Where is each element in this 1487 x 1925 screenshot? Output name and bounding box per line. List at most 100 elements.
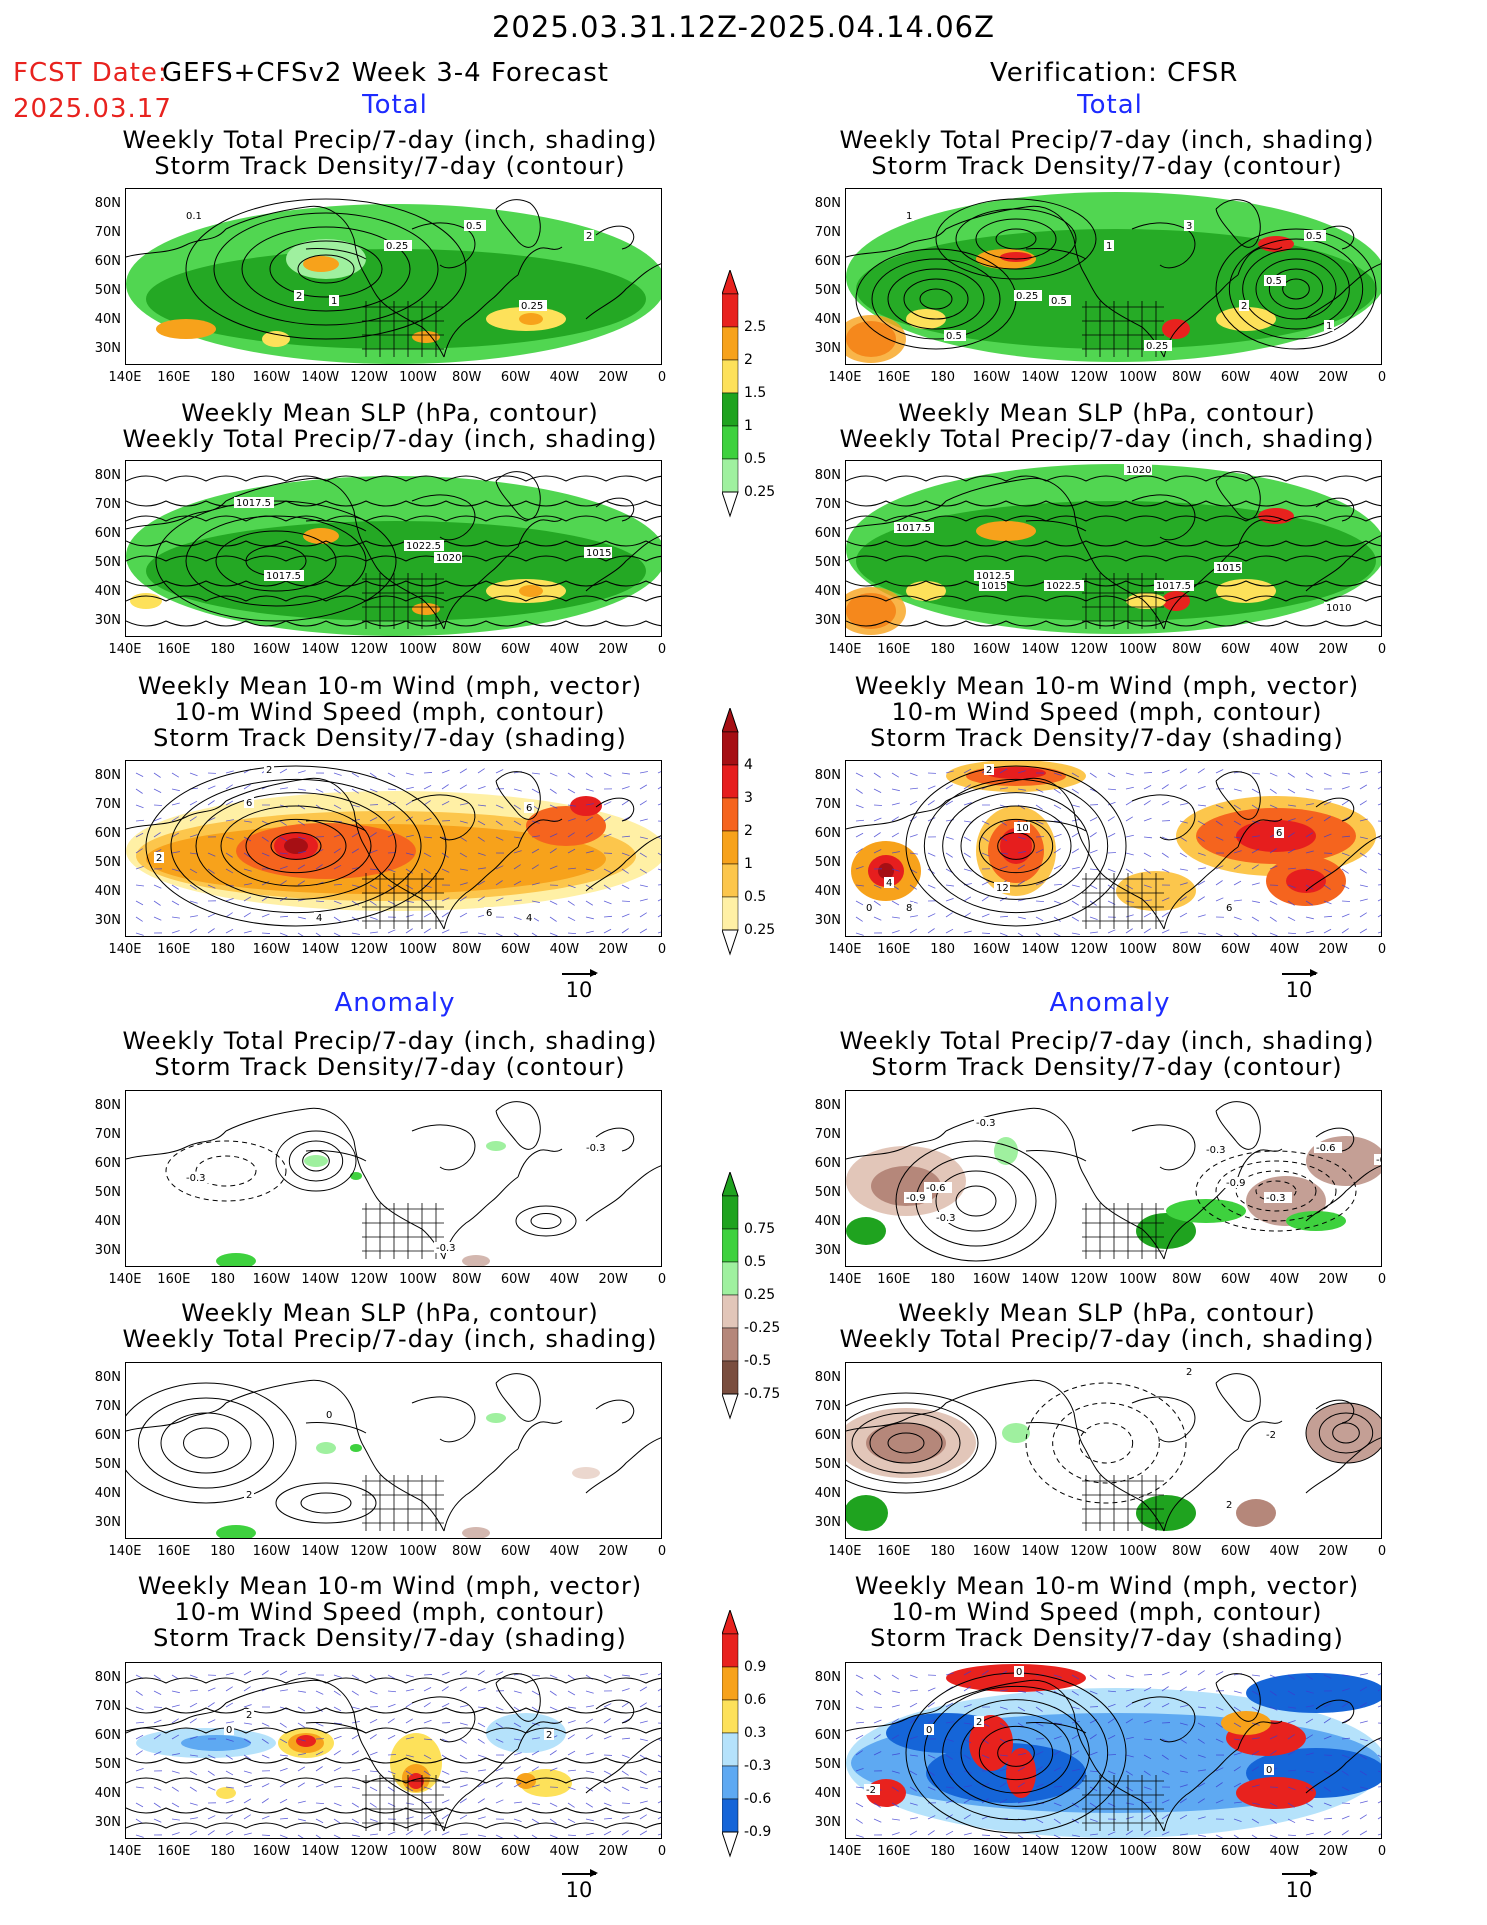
- fcst-date-value: 2025.03.17: [13, 94, 172, 124]
- lon-label: 120W: [1070, 370, 1108, 385]
- contour-label: 1015: [981, 581, 1006, 592]
- lon-label: 100W: [399, 370, 437, 385]
- lat-label: 40N: [94, 1786, 121, 1801]
- lon-label: 60W: [500, 642, 531, 657]
- lon-label: 0: [1377, 370, 1387, 385]
- colorbar-swatch: [722, 1666, 739, 1701]
- colorbar-label: 0.25: [744, 1287, 776, 1303]
- lon-label: 60W: [500, 370, 531, 385]
- contour-label: 0: [926, 1725, 932, 1736]
- lon-label: 20W: [598, 1544, 628, 1559]
- lon-label: 120W: [350, 1544, 388, 1559]
- lon-label: 20W: [1318, 642, 1348, 657]
- colorbar-label: 4: [744, 757, 753, 773]
- contour-label: -0.3: [186, 1173, 206, 1184]
- lon-label: 80W: [452, 1544, 482, 1559]
- contour-label: -2: [866, 1785, 876, 1796]
- title-ob-slp: Weekly Mean SLP (hPa, contour) Weekly Tot…: [839, 399, 1375, 453]
- lat-label: 80N: [94, 1370, 121, 1385]
- contour-label: 0: [1016, 1667, 1022, 1678]
- lon-label: 20W: [1318, 1844, 1348, 1859]
- lon-label: 140E: [828, 1272, 862, 1287]
- anomaly-section-right: Anomaly: [1049, 988, 1171, 1018]
- colorbar-swatch: [722, 764, 739, 799]
- lon-label: 160E: [157, 1844, 191, 1859]
- lon-label: 100W: [1119, 1544, 1157, 1559]
- lon-label: 140E: [828, 642, 862, 657]
- lon-label: 40W: [1269, 942, 1300, 957]
- lat-label: 70N: [814, 225, 841, 240]
- colorbar-swatch: [722, 1327, 739, 1362]
- lat-label: 80N: [94, 468, 121, 483]
- contour-label: 1022.5: [1046, 581, 1081, 592]
- colorbar-label: -0.6: [744, 1791, 772, 1807]
- lat-label: 30N: [814, 1243, 841, 1258]
- colorbar-label: 0.5: [744, 451, 767, 467]
- vector-ref-label: 10: [1285, 978, 1313, 1002]
- lat-label: 80N: [94, 1098, 121, 1113]
- lon-label: 140W: [301, 1272, 340, 1287]
- contour-label: -0.6: [926, 1183, 946, 1194]
- lon-label: 120W: [350, 1844, 388, 1859]
- vector-ref-arrow: [562, 1870, 598, 1876]
- lat-label: 50N: [94, 1457, 121, 1472]
- verification-label: Verification: CFSR: [990, 58, 1239, 88]
- colorbar-label: -0.25: [744, 1320, 781, 1336]
- lat-label: 40N: [814, 1486, 841, 1501]
- lat-label: 50N: [94, 1185, 121, 1200]
- fcst-date-label: FCST Date:: [13, 58, 168, 88]
- colorbar-label: 3: [744, 790, 753, 806]
- contour-label: 6: [246, 798, 252, 809]
- colorbar-swatch: [722, 392, 739, 427]
- colorbar-label: 0.3: [744, 1725, 767, 1741]
- map-forecast-anom-wind-storm: 2 0 2: [125, 1662, 662, 1839]
- title-ob-precip: Weekly Total Precip/7-day (inch, shading…: [839, 126, 1375, 180]
- date-range-title: 2025.03.31.12Z-2025.04.14.06Z: [491, 10, 995, 44]
- lon-label: 160W: [972, 1544, 1011, 1559]
- lon-label: 120W: [1070, 1544, 1108, 1559]
- contour-label: 0.5: [466, 221, 482, 232]
- lon-label: 100W: [399, 1844, 437, 1859]
- contour-label: 2: [296, 291, 302, 302]
- colorbar-swatch: [722, 830, 739, 865]
- lon-label: 120W: [1070, 642, 1108, 657]
- lon-label: 40W: [549, 370, 580, 385]
- colorbar-swatch: [722, 863, 739, 898]
- contour-label: 1017.5: [1156, 581, 1191, 592]
- lat-label: 80N: [814, 1098, 841, 1113]
- contour-label: 8: [906, 903, 912, 914]
- contour-label: 4: [526, 913, 532, 924]
- contour-label: 1017.5: [236, 498, 271, 509]
- contour-label: 0.1: [186, 211, 202, 222]
- colorbar-label: 0.25: [744, 922, 776, 938]
- map-forecast-anom-precip-storm: -0.3 -0.3 -0.3: [125, 1090, 662, 1267]
- contour-label: 1: [1106, 241, 1112, 252]
- lon-label: 140W: [301, 1844, 340, 1859]
- lat-label: 60N: [814, 1156, 841, 1171]
- lat-label: 50N: [814, 1757, 841, 1772]
- lon-label: 140W: [1021, 642, 1060, 657]
- lat-label: 50N: [814, 1457, 841, 1472]
- lon-label: 80W: [1172, 1844, 1202, 1859]
- colorbar-swatch: [722, 1261, 739, 1296]
- lon-label: 40W: [1269, 642, 1300, 657]
- map-verification-anom-wind-storm: 0 0 2 -2 0: [845, 1662, 1382, 1839]
- contour-label: 2: [156, 853, 162, 864]
- lon-label: 140E: [828, 370, 862, 385]
- lat-label: 40N: [94, 884, 121, 899]
- anomaly-section-left: Anomaly: [334, 988, 456, 1018]
- forecast-name: GEFS+CFSv2 Week 3-4 Forecast: [162, 58, 609, 88]
- lon-label: 100W: [1119, 1844, 1157, 1859]
- colorbar-swatch: [722, 425, 739, 460]
- contour-label: 2: [1186, 1367, 1192, 1378]
- colorbar-label: 2.5: [744, 319, 767, 335]
- lon-label: 180: [210, 942, 236, 957]
- lon-label: 180: [930, 942, 956, 957]
- lat-label: 30N: [814, 341, 841, 356]
- title-fc-anom-precip: Weekly Total Precip/7-day (inch, shading…: [122, 1027, 658, 1081]
- lon-label: 140E: [828, 1544, 862, 1559]
- lat-label: 30N: [94, 613, 121, 628]
- contour-label: 10: [1016, 823, 1029, 834]
- lon-label: 160E: [877, 1844, 911, 1859]
- lat-label: 80N: [814, 1370, 841, 1385]
